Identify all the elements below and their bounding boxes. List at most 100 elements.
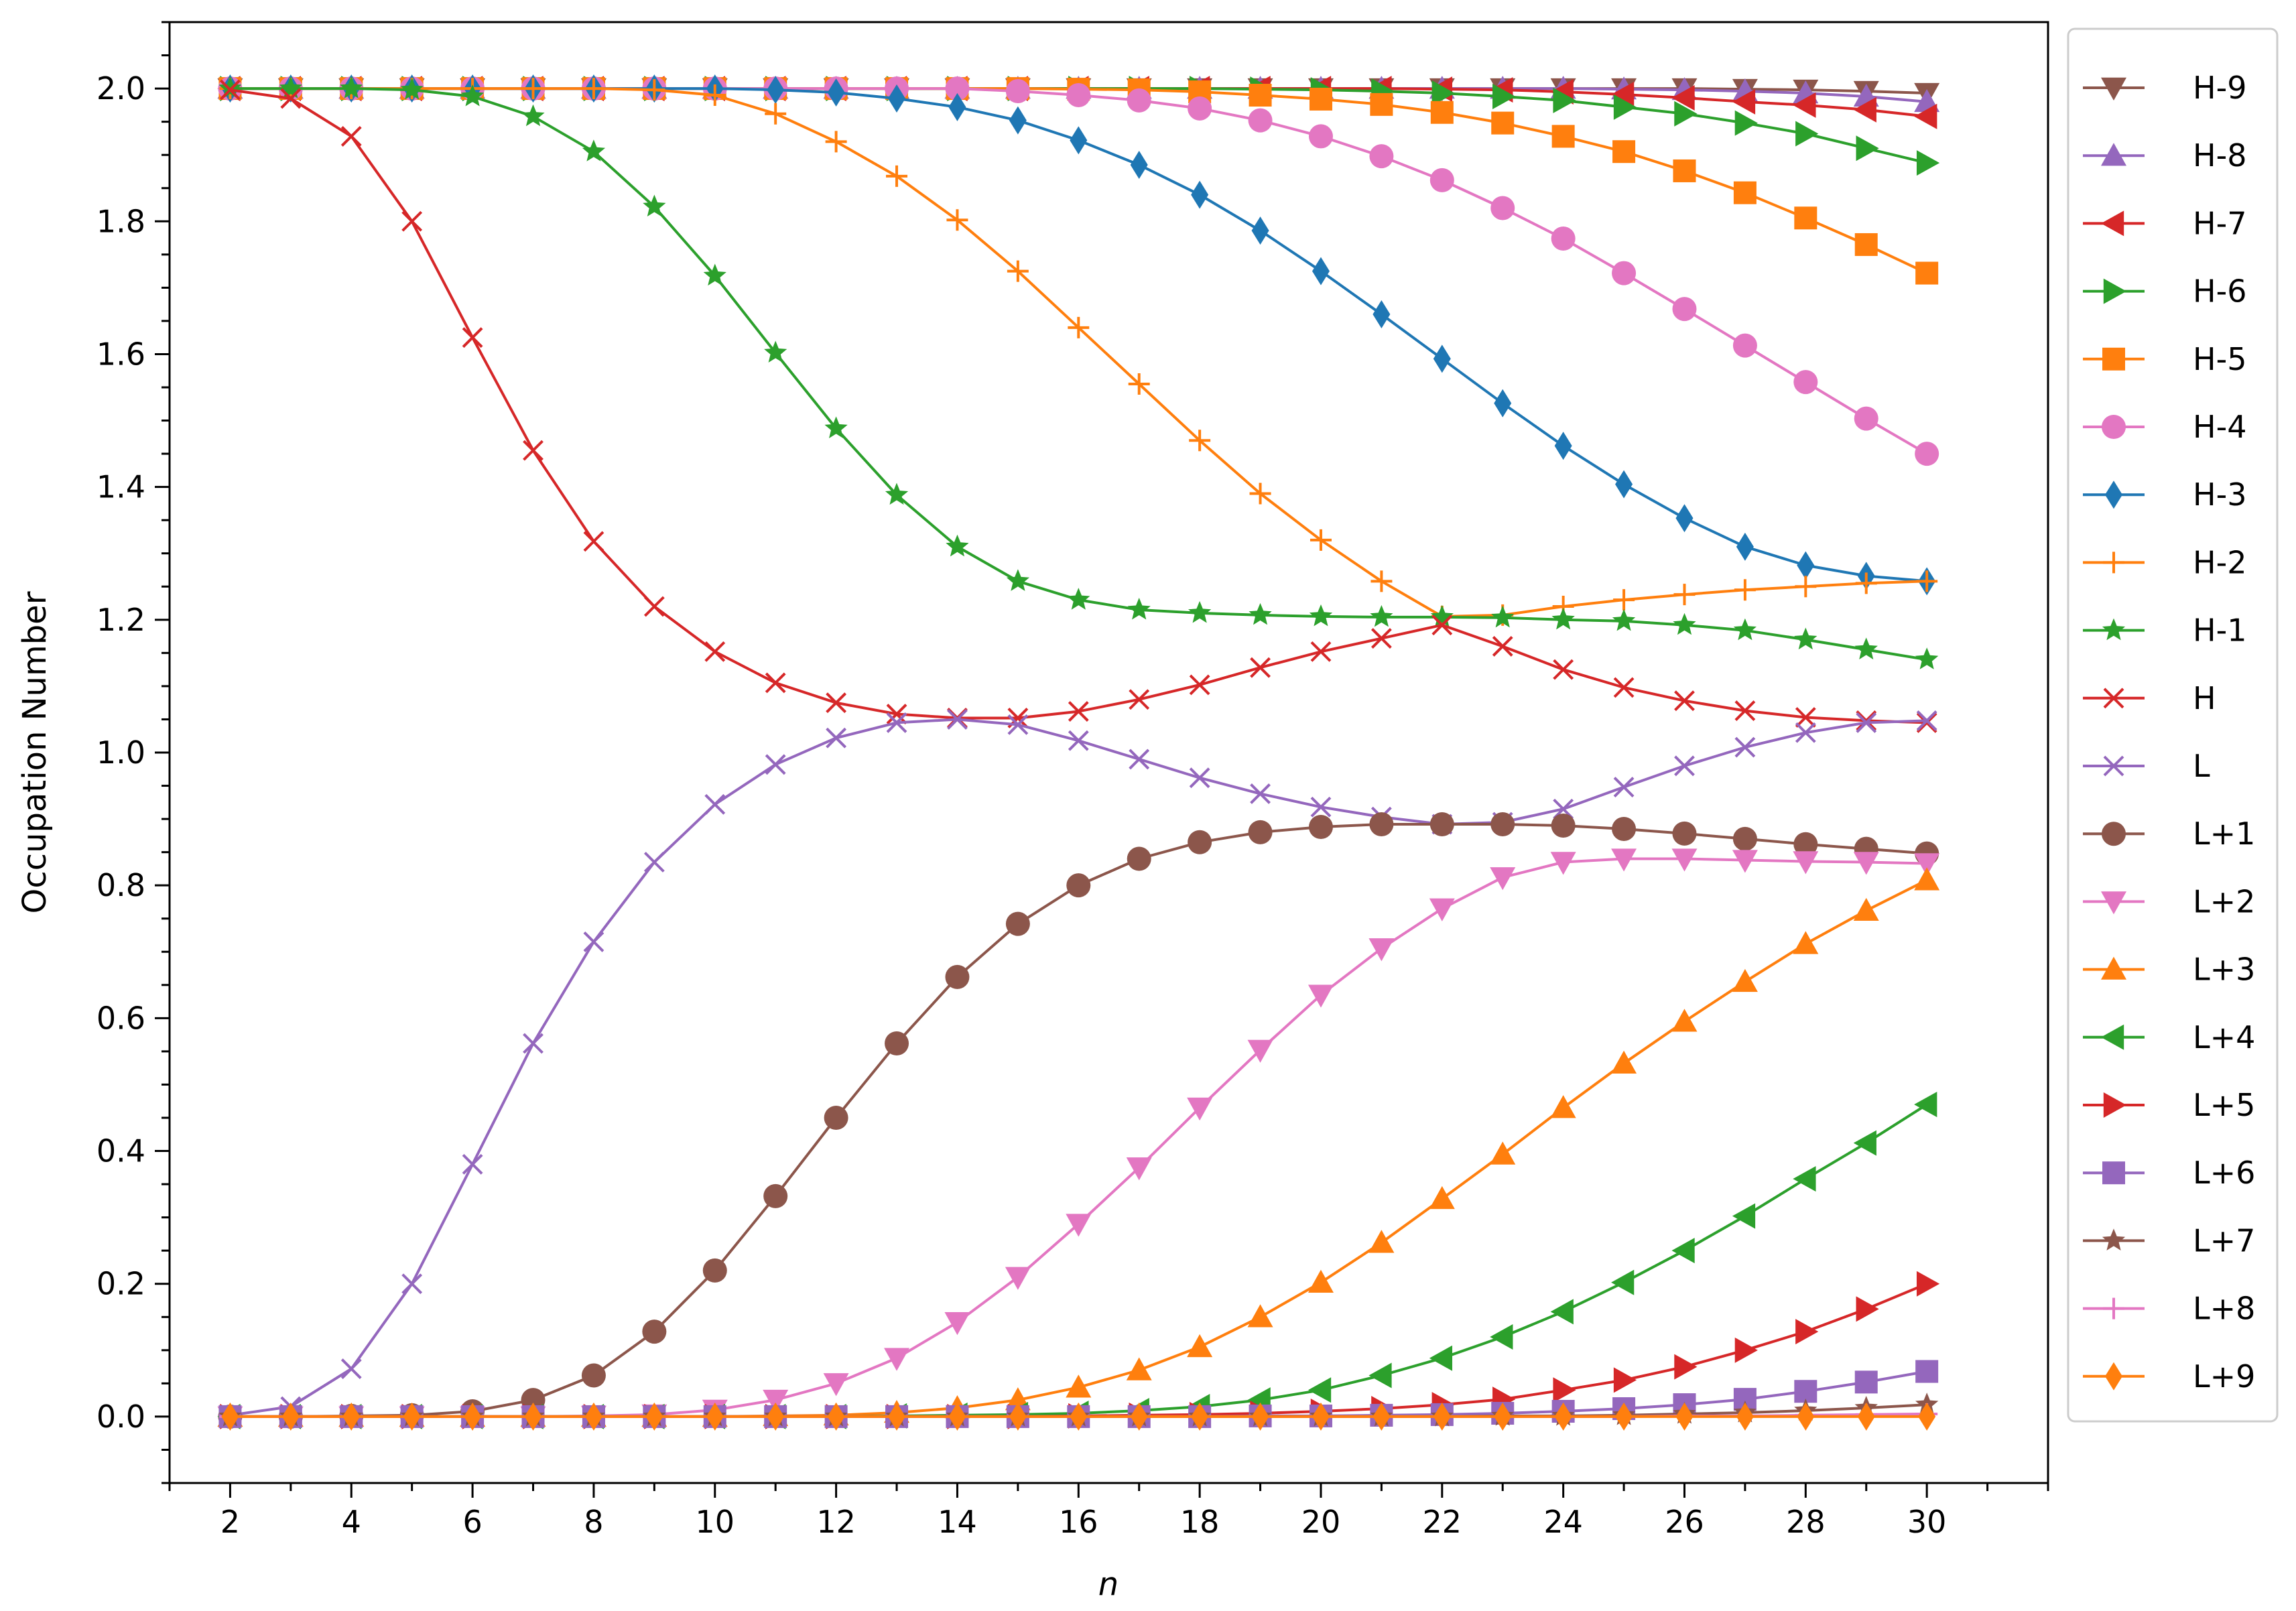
data-point	[1370, 570, 1393, 592]
data-point	[1916, 150, 1940, 176]
data-point	[1490, 1324, 1513, 1350]
data-point	[1793, 370, 1818, 395]
data-point	[1189, 767, 1210, 789]
data-point	[1430, 101, 1454, 124]
data-point	[1554, 1402, 1572, 1431]
data-point	[340, 76, 363, 99]
data-point	[1068, 730, 1089, 751]
data-point	[1795, 722, 1816, 743]
data-point	[462, 1153, 483, 1175]
data-point	[1916, 570, 1938, 592]
data-point	[1250, 657, 1271, 678]
y-tick-label: 0.6	[97, 1000, 145, 1036]
data-point	[765, 672, 786, 694]
data-point	[221, 1402, 239, 1431]
data-point	[1189, 674, 1210, 696]
legend-marker	[2103, 1297, 2124, 1319]
legend-label: L+6	[2193, 1155, 2255, 1191]
legend-item: H-2	[2083, 544, 2246, 580]
data-point	[1187, 1334, 1213, 1358]
data-point	[1370, 92, 1393, 116]
legend-frame	[2067, 27, 2279, 1423]
legend-label: L+9	[2193, 1358, 2255, 1395]
data-point	[400, 78, 424, 100]
data-point	[403, 1402, 421, 1431]
data-point	[1915, 442, 1939, 466]
data-point	[1551, 814, 1576, 838]
legend-label: L+3	[2193, 952, 2255, 988]
series-line	[230, 88, 1927, 724]
y-axis-title: Occupation Number	[16, 591, 54, 913]
data-point	[1916, 712, 1937, 733]
legend-marker	[2102, 415, 2126, 439]
data-point	[1916, 1271, 1940, 1297]
legend-item: H-8	[2083, 137, 2246, 174]
data-point	[1853, 852, 1879, 875]
x-tick-label: 2	[220, 1504, 240, 1540]
data-point	[1736, 532, 1754, 561]
data-point	[765, 103, 787, 125]
data-point	[1857, 1402, 1875, 1431]
data-point	[1671, 848, 1698, 872]
data-point	[1188, 96, 1212, 121]
data-point	[706, 1402, 724, 1431]
data-point	[1308, 984, 1334, 1008]
data-point	[765, 754, 786, 775]
data-point	[1793, 931, 1819, 954]
data-point	[1914, 853, 1940, 877]
data-point	[1674, 690, 1695, 712]
data-point	[1553, 1377, 1576, 1403]
data-point	[1550, 1299, 1574, 1325]
data-point	[1551, 607, 1575, 630]
y-tick-label: 2.0	[97, 70, 145, 107]
data-point	[886, 704, 907, 724]
data-point	[1490, 1141, 1516, 1165]
series-H-1	[218, 76, 1939, 669]
legend-label: H-8	[2193, 137, 2246, 174]
legend-label: L	[2193, 748, 2210, 784]
data-point	[1429, 168, 1454, 192]
data-point	[220, 79, 241, 101]
data-point	[1854, 233, 1878, 256]
data-point	[1674, 1354, 1698, 1380]
data-point	[1490, 196, 1515, 220]
legend-item: L+5	[2083, 1087, 2255, 1123]
legend-marker	[2101, 77, 2126, 101]
y-tick-label: 1.6	[97, 336, 145, 372]
data-point	[885, 1031, 909, 1056]
x-tick-label: 16	[1059, 1504, 1098, 1540]
series-H	[220, 79, 1937, 733]
data-point	[1248, 108, 1273, 133]
data-point	[885, 482, 909, 505]
data-point	[1554, 432, 1572, 460]
plot-frame	[168, 21, 2049, 1484]
data-point	[1793, 1166, 1816, 1192]
legend-label: H-3	[2193, 476, 2246, 513]
data-point	[1429, 1345, 1453, 1371]
x-tick-label: 8	[584, 1504, 603, 1540]
legend-marker	[2103, 552, 2124, 574]
data-point	[827, 1402, 845, 1431]
x-tick-label: 12	[816, 1504, 856, 1540]
data-point	[523, 440, 544, 461]
data-point	[1675, 1402, 1694, 1431]
x-tick-label: 6	[462, 1504, 482, 1540]
data-point	[944, 1312, 970, 1336]
data-point	[645, 1402, 663, 1431]
legend-label: H-9	[2193, 70, 2246, 106]
y-tick-label: 0.2	[97, 1266, 145, 1302]
data-point	[1429, 1185, 1455, 1210]
legend-marker	[2103, 278, 2126, 304]
data-point	[1734, 579, 1756, 601]
data-point	[1611, 82, 1635, 108]
data-point	[462, 327, 483, 348]
data-point	[1671, 84, 1695, 111]
data-point	[1612, 140, 1636, 164]
data-point	[826, 692, 847, 714]
series-layer	[217, 74, 1940, 1431]
data-point	[1793, 832, 1818, 856]
data-point	[946, 209, 968, 231]
legend-item: H-5	[2083, 341, 2246, 377]
data-point	[1433, 1402, 1451, 1431]
data-point	[1553, 798, 1574, 820]
